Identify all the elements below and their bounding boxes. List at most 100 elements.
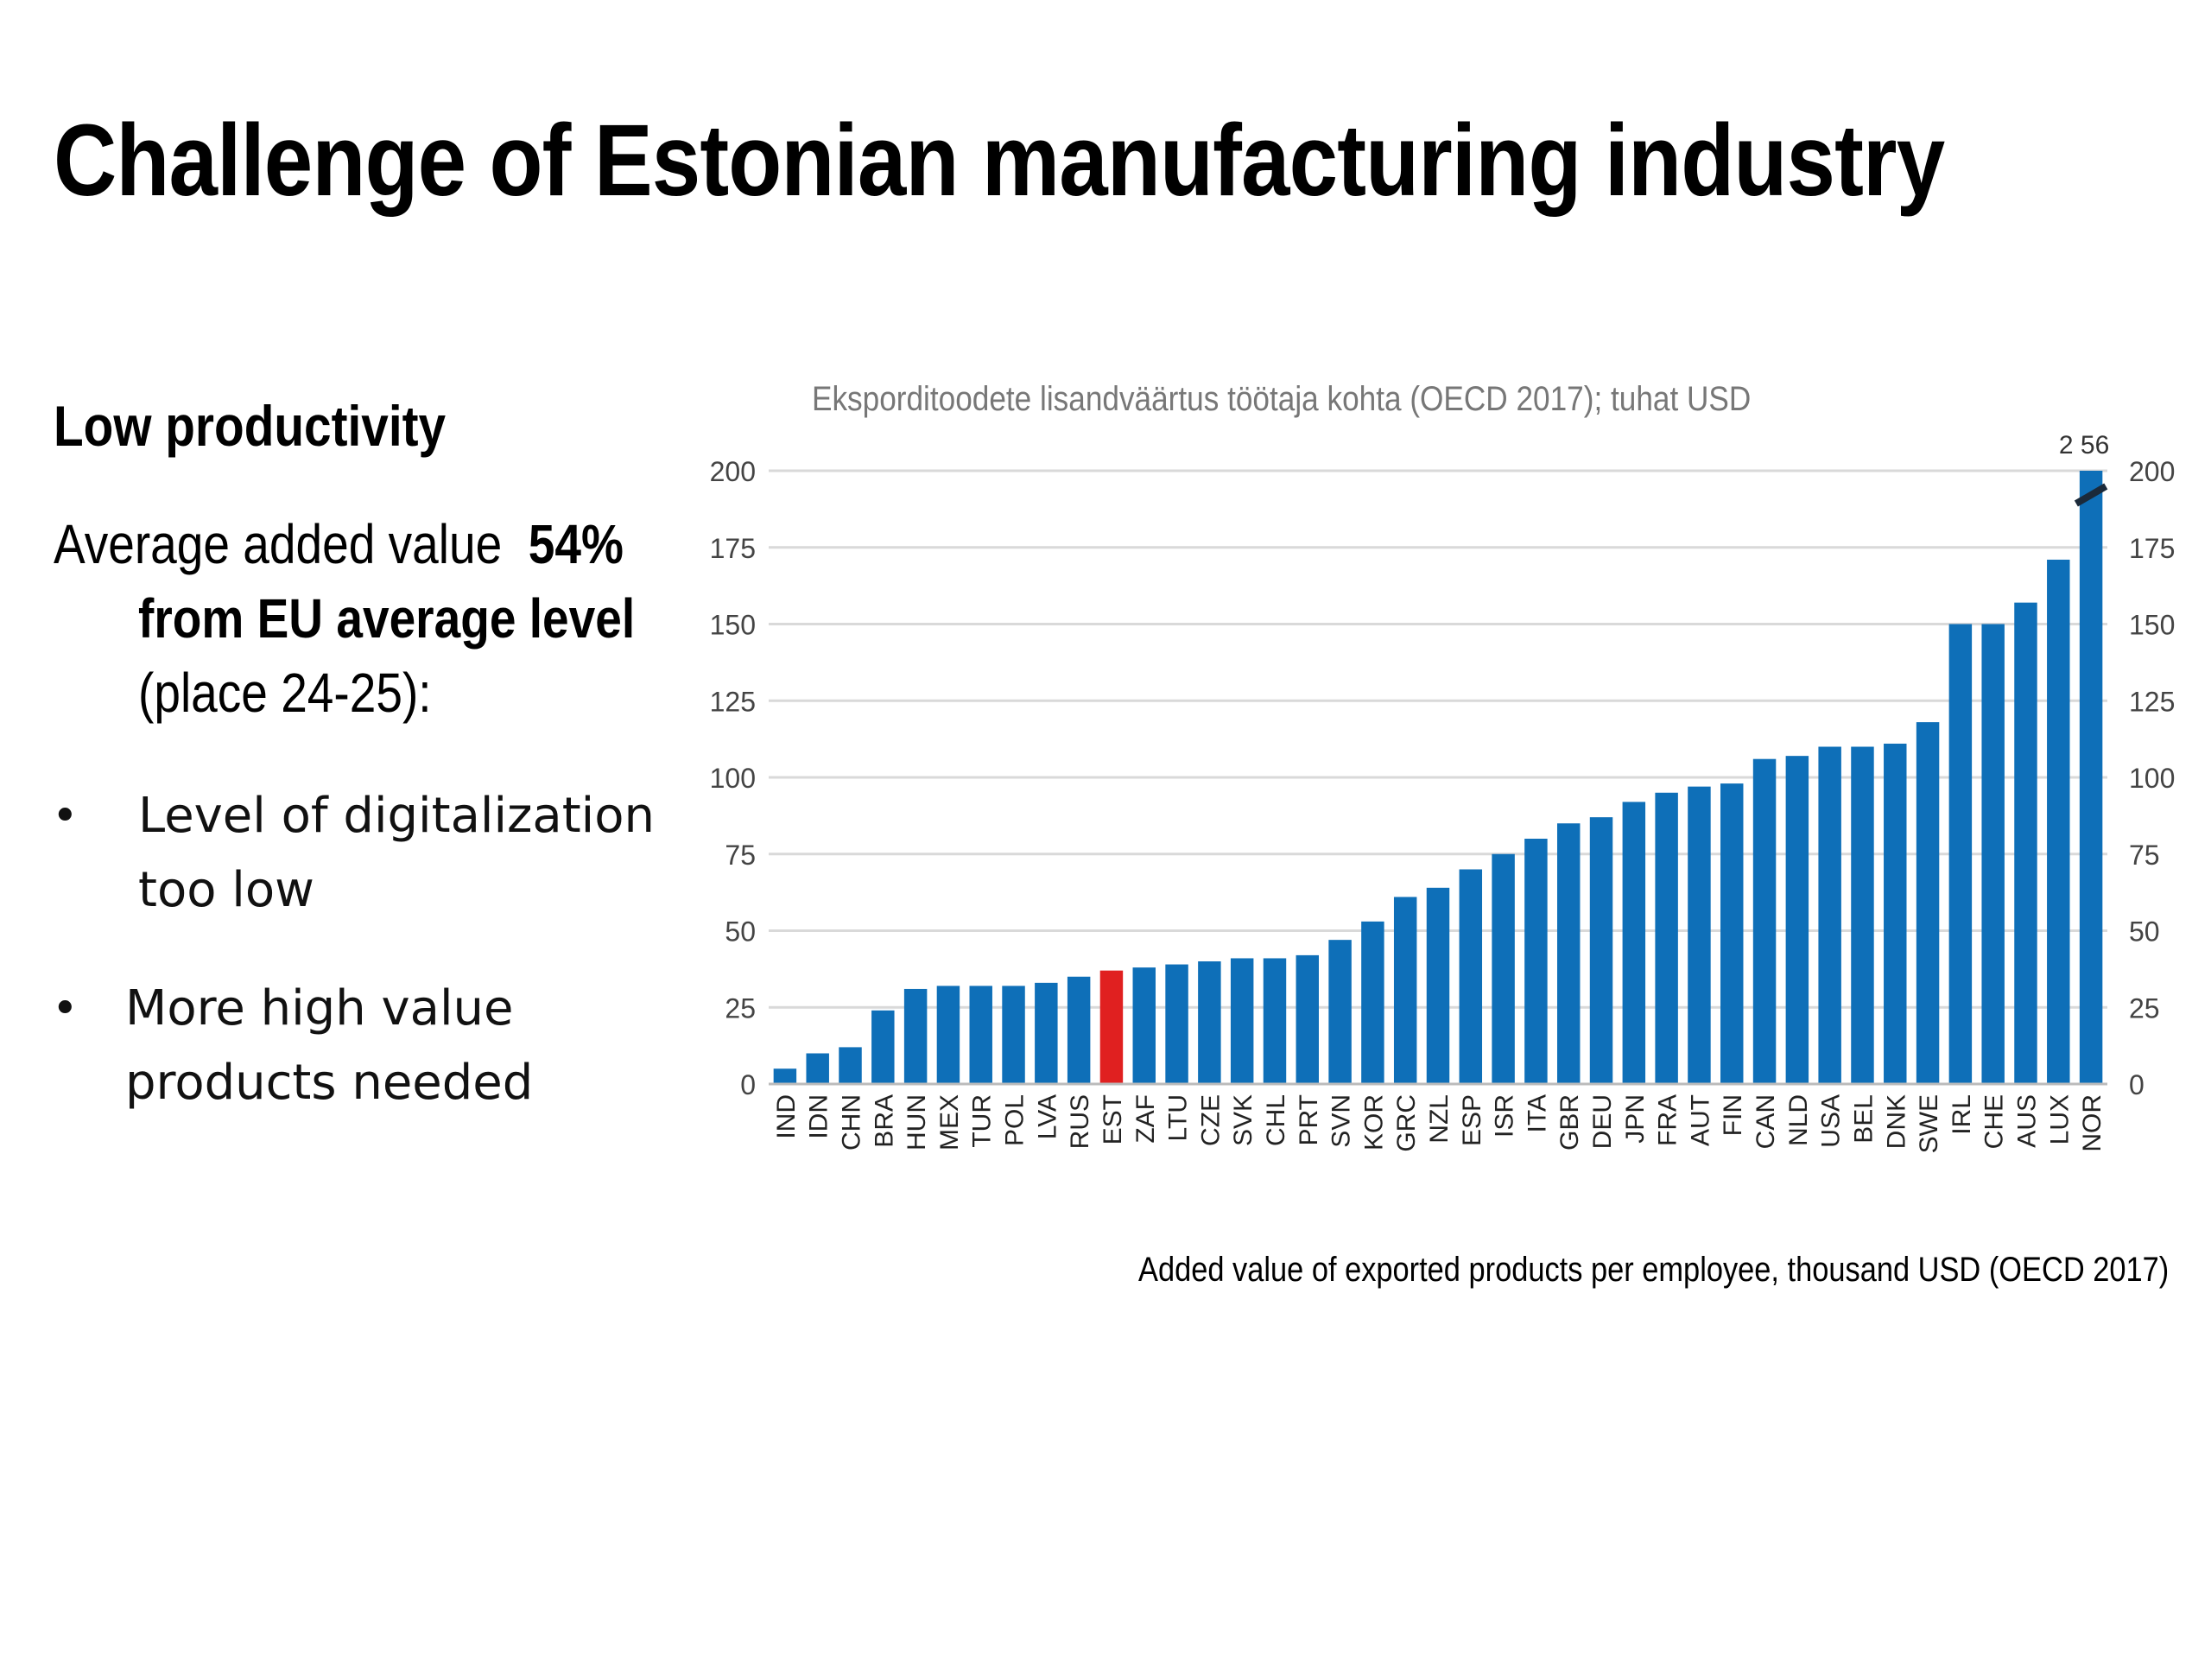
bar-esp bbox=[1459, 869, 1483, 1084]
bar-chl bbox=[1263, 958, 1287, 1084]
bar-kor bbox=[1361, 921, 1384, 1084]
y-tick-label-right: 75 bbox=[2129, 840, 2160, 871]
break-value-label: 2 56 bbox=[2059, 431, 2109, 460]
bullet-1: Level of digitalization too low bbox=[138, 779, 655, 928]
y-tick-label: 175 bbox=[710, 533, 756, 564]
y-tick-label: 100 bbox=[710, 763, 756, 794]
bar-aut bbox=[1688, 786, 1711, 1084]
y-tick-label: 50 bbox=[725, 916, 756, 948]
x-tick-label: SVN bbox=[1327, 1094, 1356, 1148]
x-tick-label: SVK bbox=[1229, 1094, 1258, 1146]
paragraph-text: Average added value bbox=[54, 513, 503, 575]
x-tick-label: CZE bbox=[1196, 1094, 1225, 1146]
x-tick-label: NOR bbox=[2078, 1094, 2106, 1152]
bar-bel bbox=[1851, 746, 1874, 1084]
x-tick-label: DEU bbox=[1588, 1094, 1617, 1149]
x-tick-label: JPN bbox=[1621, 1094, 1650, 1144]
bar-pol bbox=[1002, 986, 1025, 1084]
y-tick-label: 25 bbox=[725, 992, 756, 1024]
bar-aus bbox=[2014, 602, 2037, 1084]
x-tick-label: CAN bbox=[1752, 1094, 1780, 1149]
x-tick-label: HUN bbox=[903, 1094, 931, 1151]
x-tick-label: RUS bbox=[1066, 1094, 1094, 1149]
y-tick-label-right: 50 bbox=[2129, 916, 2160, 948]
chart-title: Eksporditoodete lisandväärtus töötaja ko… bbox=[812, 379, 1751, 418]
bar-swe bbox=[1916, 722, 1940, 1084]
y-tick-label-right: 25 bbox=[2129, 992, 2160, 1024]
x-tick-label: BRA bbox=[870, 1094, 898, 1148]
bar-irl bbox=[1948, 624, 1973, 1084]
x-tick-label: DNK bbox=[1882, 1094, 1910, 1149]
y-tick-label-right: 150 bbox=[2129, 610, 2175, 641]
x-tick-label: FRA bbox=[1654, 1094, 1682, 1146]
paragraph-line-1: Average added value 54% bbox=[54, 512, 624, 576]
x-tick-label: NLD bbox=[1784, 1094, 1813, 1146]
bar-isr bbox=[1492, 853, 1515, 1084]
y-tick-label-right: 125 bbox=[2129, 686, 2175, 717]
x-tick-label: ITA bbox=[1523, 1094, 1551, 1132]
bar-nzl bbox=[1426, 887, 1450, 1084]
x-tick-label: IDN bbox=[805, 1094, 833, 1139]
y-tick-label: 200 bbox=[710, 456, 756, 487]
bar-gbr bbox=[1556, 823, 1581, 1084]
paragraph-line-2: from EU average level bbox=[138, 587, 636, 650]
x-tick-label: ISR bbox=[1491, 1094, 1519, 1138]
x-tick-label: TUR bbox=[968, 1094, 997, 1148]
bullet-2-line-2: products needed bbox=[125, 1055, 534, 1111]
x-tick-label: CHN bbox=[838, 1094, 866, 1151]
x-tick-label: CHE bbox=[1980, 1094, 2009, 1149]
x-tick-label: AUS bbox=[2012, 1094, 2041, 1148]
y-tick-label-right: 100 bbox=[2129, 763, 2175, 794]
bar-ita bbox=[1524, 839, 1548, 1084]
bar-jpn bbox=[1622, 802, 1646, 1084]
y-tick-label: 75 bbox=[725, 840, 756, 871]
x-tick-label: PRT bbox=[1295, 1094, 1323, 1145]
x-tick-label: KOR bbox=[1359, 1094, 1388, 1151]
bar-bra bbox=[871, 1010, 895, 1084]
y-tick-label: 0 bbox=[740, 1069, 756, 1100]
x-tick-label: GRC bbox=[1392, 1094, 1421, 1152]
bar-fra bbox=[1655, 792, 1678, 1084]
bar-zaf bbox=[1132, 967, 1156, 1084]
x-tick-label: MEX bbox=[935, 1094, 964, 1151]
bar-grc bbox=[1393, 897, 1417, 1084]
subheading: Low productivity bbox=[54, 394, 447, 458]
bar-chn bbox=[839, 1047, 862, 1084]
x-tick-label: SWE bbox=[1915, 1094, 1943, 1153]
x-tick-label: LUX bbox=[2045, 1094, 2074, 1144]
bar-svn bbox=[1328, 940, 1352, 1084]
bar-ind bbox=[773, 1068, 797, 1084]
bullet-dot: • bbox=[52, 790, 79, 842]
bar-lux bbox=[2047, 559, 2070, 1084]
y-tick-label: 150 bbox=[710, 610, 756, 641]
bullet-1-line-1: Level of digitalization bbox=[138, 788, 655, 844]
bar-can bbox=[1752, 758, 1777, 1084]
bullet-2: More high value products needed bbox=[125, 972, 533, 1120]
bar-fin bbox=[1720, 783, 1744, 1084]
chart-caption: Added value of exported products per emp… bbox=[1138, 1251, 2170, 1289]
bar-idn bbox=[806, 1053, 829, 1084]
bar-nor bbox=[2079, 471, 2103, 1084]
x-tick-label: FIN bbox=[1719, 1094, 1747, 1136]
y-tick-label: 125 bbox=[710, 686, 756, 717]
x-tick-label: IRL bbox=[1948, 1094, 1976, 1135]
axis-break-mark bbox=[2074, 483, 2108, 507]
x-tick-label: EST bbox=[1099, 1094, 1127, 1144]
bar-lva bbox=[1035, 982, 1058, 1084]
paragraph-line-3: (place 24-25): bbox=[138, 662, 432, 724]
bullet-1-line-2: too low bbox=[138, 862, 314, 918]
bar-usa bbox=[1818, 746, 1841, 1084]
bar-deu bbox=[1589, 817, 1613, 1084]
bar-chart: Eksporditoodete lisandväärtus töötaja ko… bbox=[710, 379, 2176, 1153]
percentage-value: 54% bbox=[528, 513, 624, 575]
bar-che bbox=[1981, 624, 2005, 1084]
x-tick-label: AUT bbox=[1686, 1094, 1714, 1146]
bar-hun bbox=[903, 988, 928, 1084]
x-tick-label: USA bbox=[1817, 1094, 1846, 1148]
bar-dnk bbox=[1884, 743, 1907, 1084]
bar-ltu bbox=[1165, 964, 1188, 1084]
x-tick-label: ZAF bbox=[1131, 1094, 1160, 1144]
x-tick-label: BEL bbox=[1849, 1094, 1878, 1144]
x-tick-label: NZL bbox=[1425, 1094, 1454, 1144]
bullet-dot: • bbox=[52, 983, 79, 1035]
